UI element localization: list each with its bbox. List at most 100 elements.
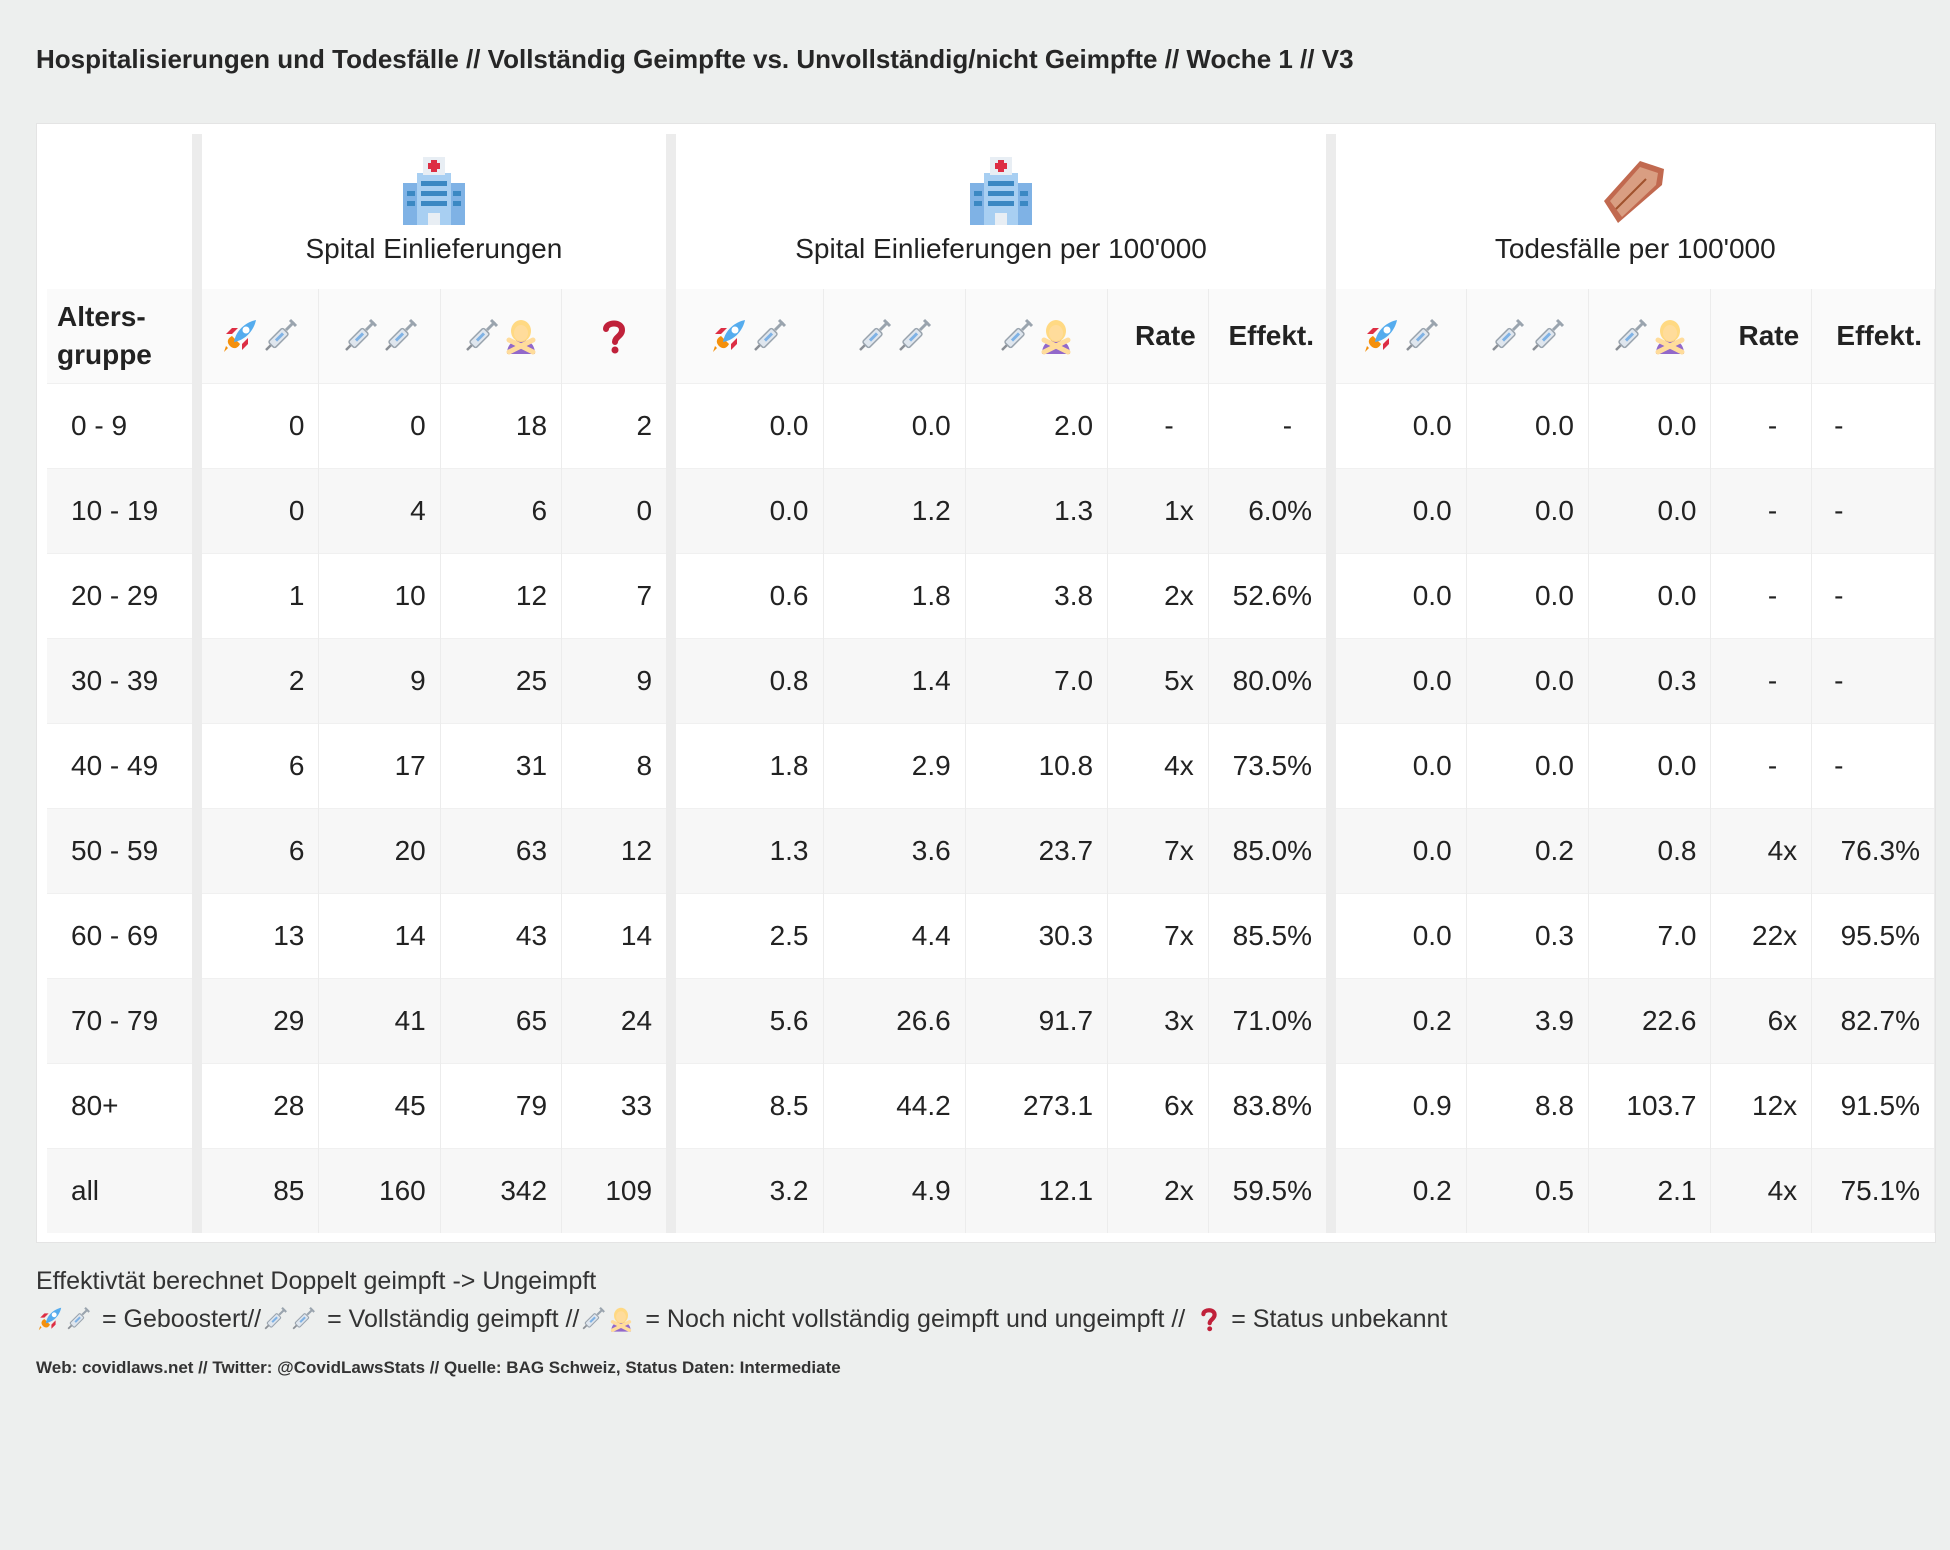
effectiveness-cell: 85.5% — [1208, 892, 1332, 978]
table-row: 0 - 9 0 0 18 2 0.0 0.0 2.0- -0.0 0.0 0.0- - — [47, 382, 1935, 468]
hospitalisations-cell: 9 — [318, 637, 441, 723]
hospitalisations-per-100k-cell: 10.8 — [965, 722, 1109, 808]
hospitalisations-per-100k-cell: 0.0 — [823, 382, 966, 468]
rate-cell: - — [1710, 382, 1813, 468]
legend-partial: = Noch nicht vollständig geimpft und ung… — [645, 1305, 1186, 1333]
syringe-icon — [461, 316, 501, 356]
deaths-per-100k-cell: 0.0 — [1326, 722, 1467, 808]
deaths-per-100k-cell: 0.2 — [1466, 807, 1589, 893]
hospitalisations-per-100k-cell: 1.8 — [666, 722, 824, 808]
deaths-per-100k-cell: 0.0 — [1466, 722, 1589, 808]
hospitalisations-cell: 29 — [191, 977, 320, 1063]
effectiveness-cell: - — [1811, 382, 1935, 468]
rate-cell: - — [1107, 382, 1209, 468]
syringe-icon — [64, 1305, 92, 1333]
rate-cell: 6x — [1107, 1062, 1209, 1148]
hospitalisations-cell: 160 — [318, 1147, 441, 1233]
effectiveness-cell: 59.5% — [1208, 1147, 1332, 1233]
effectiveness-cell: 82.7% — [1811, 977, 1935, 1063]
rate-cell: 2x — [1107, 1147, 1209, 1233]
hospitalisations-cell: 65 — [440, 977, 563, 1063]
effectiveness-cell: 80.0% — [1208, 637, 1332, 723]
header-question-mark — [561, 289, 672, 383]
hospital-icon — [399, 157, 469, 227]
hospitalisations-per-100k-cell: 273.1 — [965, 1062, 1109, 1148]
deaths-per-100k-cell: 7.0 — [1588, 892, 1712, 978]
hospitalisations-cell: 41 — [318, 977, 441, 1063]
header-syringe-woman-gesturing-no — [1588, 289, 1712, 383]
hospitalisations-per-100k-cell: 1.3 — [965, 467, 1109, 553]
deaths-per-100k-cell: 0.0 — [1326, 892, 1467, 978]
hospitalisations-per-100k-cell: 0.6 — [666, 552, 824, 638]
corner-cell — [47, 134, 197, 289]
rate-cell: 6x — [1710, 977, 1813, 1063]
syringe-icon — [749, 316, 789, 356]
rate-cell: 22x — [1710, 892, 1813, 978]
hospitalisations-cell: 109 — [561, 1147, 672, 1233]
rate-cell: 5x — [1107, 637, 1209, 723]
deaths-per-100k-cell: 0.0 — [1588, 552, 1712, 638]
rate-cell: - — [1710, 722, 1813, 808]
hospitalisations-cell: 10 — [318, 552, 441, 638]
woman-gesturing-no-icon — [1650, 316, 1690, 356]
effectiveness-note: Effektivtät berechnet Doppelt geimpft ->… — [36, 1267, 597, 1295]
hospitalisations-cell: 7 — [561, 552, 672, 638]
header-rate: Rate — [1107, 289, 1209, 383]
hospital-icon — [966, 157, 1036, 227]
woman-gesturing-no-icon — [1036, 316, 1076, 356]
rate-cell: 1x — [1107, 467, 1209, 553]
hospitalisations-cell: 79 — [440, 1062, 563, 1148]
age-group-cell: 30 - 39 — [47, 637, 198, 723]
table-row: all 85 160 342 109 3.2 4.9 12.1 2x 59.5% 0.2 0.5 2.1… — [47, 1147, 1935, 1233]
effectiveness-cell: 73.5% — [1208, 722, 1332, 808]
rate-cell: 4x — [1710, 1147, 1813, 1233]
page-title: Hospitalisierungen und Todesfälle // Vol… — [36, 44, 1354, 74]
effectiveness-cell: 52.6% — [1208, 552, 1332, 638]
effectiveness-cell: 85.0% — [1208, 807, 1332, 893]
hospitalisations-cell: 8 — [561, 722, 672, 808]
group-hospitalisations: Spital Einlieferungen — [191, 134, 672, 289]
syringe-icon — [579, 1305, 607, 1333]
group-label: Todesfälle per 100'000 — [1494, 233, 1776, 264]
rocket-icon — [220, 316, 260, 356]
deaths-per-100k-cell: 0.8 — [1588, 807, 1712, 893]
deaths-per-100k-cell: 103.7 — [1588, 1062, 1712, 1148]
hospitalisations-per-100k-cell: 5.6 — [666, 977, 824, 1063]
hospitalisations-per-100k-cell: 3.8 — [965, 552, 1109, 638]
effectiveness-cell: 76.3% — [1811, 807, 1935, 893]
rate-cell: 3x — [1107, 977, 1209, 1063]
deaths-per-100k-cell: 0.0 — [1326, 807, 1467, 893]
hospitalisations-cell: 2 — [191, 637, 320, 723]
header-rocket-syringe — [191, 289, 320, 383]
hospitalisations-per-100k-cell: 4.9 — [823, 1147, 966, 1233]
legend-notes: Effektivtät berechnet Doppelt geimpft ->… — [36, 1262, 1447, 1338]
rate-cell: - — [1710, 467, 1813, 553]
age-group-cell: 40 - 49 — [47, 722, 198, 808]
legend-row: = Geboostert// = Vollständig geimpft // … — [36, 1300, 1447, 1338]
data-table-card: Spital Einlieferungen Spital Einlieferun… — [36, 123, 1936, 1243]
table-row: 80+ 28 45 79 33 8.5 44.2 273.1 6x 83.8% 0.9 8.8 103.… — [47, 1062, 1935, 1148]
hospitalisations-cell: 0 — [561, 467, 672, 553]
age-group-cell: 70 - 79 — [47, 977, 198, 1063]
deaths-per-100k-cell: 0.0 — [1326, 637, 1467, 723]
rate-cell: - — [1710, 552, 1813, 638]
hospitalisations-per-100k-cell: 4.4 — [823, 892, 966, 978]
table-row: 60 - 69 13 14 43 14 2.5 4.4 30.3 7x 85.5% 0.0 0.3 7.… — [47, 892, 1935, 978]
table-row: 30 - 39 2 9 25 9 0.8 1.4 7.0 5x 80.0% 0.0 0.0 0.3- - — [47, 637, 1935, 723]
hospitalisations-cell: 14 — [561, 892, 672, 978]
hospitalisations-cell: 12 — [440, 552, 563, 638]
syringe-icon — [260, 316, 300, 356]
effectiveness-cell: 83.8% — [1208, 1062, 1332, 1148]
header-syringe-syringe — [823, 289, 966, 383]
hospitalisations-cell: 24 — [561, 977, 672, 1063]
effectiveness-cell: 91.5% — [1811, 1062, 1935, 1148]
deaths-per-100k-cell: 0.0 — [1588, 722, 1712, 808]
hospitalisations-cell: 0 — [191, 467, 320, 553]
woman-gesturing-no-icon — [607, 1305, 635, 1333]
hospitalisations-per-100k-cell: 0.8 — [666, 637, 824, 723]
hospitalisations-cell: 0 — [191, 382, 320, 468]
hospitalisations-cell: 9 — [561, 637, 672, 723]
hospitalisations-cell: 1 — [191, 552, 320, 638]
rocket-icon — [1361, 316, 1401, 356]
hospitalisations-cell: 17 — [318, 722, 441, 808]
